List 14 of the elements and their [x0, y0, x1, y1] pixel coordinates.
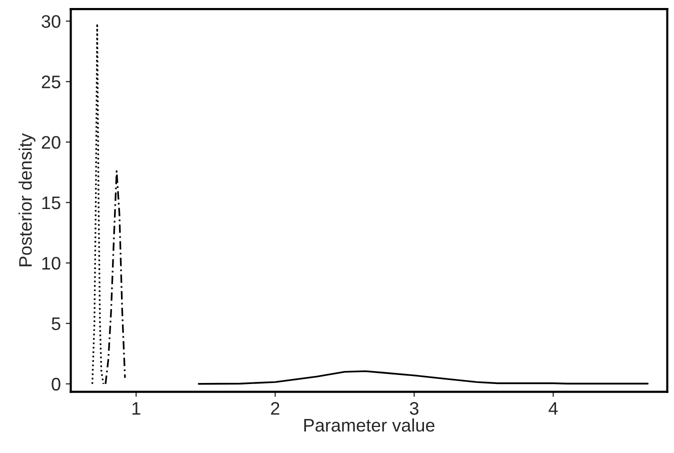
x-tick-label: 2 [271, 402, 280, 415]
x-tick-label: 4 [548, 402, 558, 415]
y-tick-label: 25 [42, 76, 60, 88]
y-tick-label: 0 [52, 378, 60, 391]
y-axis-title: Posterior density [18, 133, 36, 266]
y-tick-label: 5 [52, 318, 60, 330]
x-tick-label: 1 [132, 402, 140, 415]
y-tick-label: 30 [42, 15, 60, 28]
y-tick-label: 15 [42, 196, 60, 210]
x-tick-label: 3 [410, 402, 418, 415]
x-axis-title: Parameter value [304, 418, 434, 432]
y-tick-label: 10 [42, 256, 60, 270]
line-series [198, 370, 649, 385]
y-tick-label: 20 [42, 136, 60, 149]
